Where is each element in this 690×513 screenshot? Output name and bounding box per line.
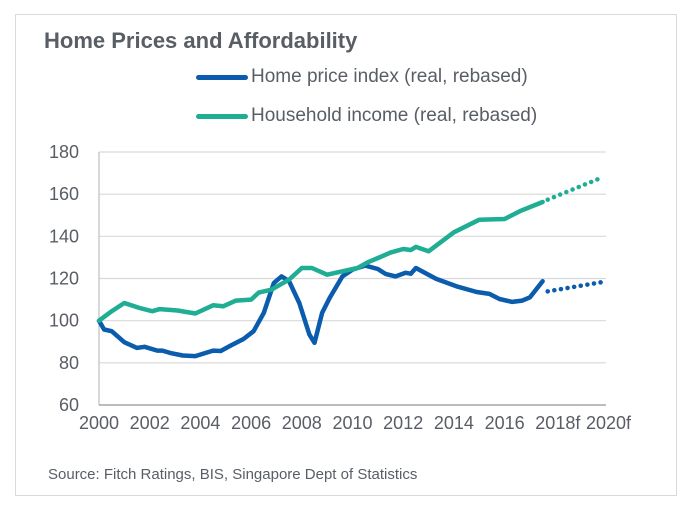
forecast-line-home-price — [545, 280, 604, 294]
y-tick-label: 120 — [49, 269, 79, 289]
series-line-home-price — [96, 263, 545, 359]
y-tick-label: 160 — [49, 184, 79, 204]
legend-swatch-household-income — [196, 113, 248, 119]
x-tick-label: 2002 — [130, 413, 170, 433]
legend-label-household-income: Household income (real, rebased) — [251, 105, 538, 126]
legend-swatch-home-price — [196, 74, 248, 80]
x-tick-label: 2012 — [383, 413, 423, 433]
series-line-household-income — [96, 199, 545, 323]
legend-item-home-price: Home price index (real, rebased) — [196, 66, 528, 88]
y-tick-label: 180 — [49, 142, 79, 162]
x-tick-label: 2008 — [282, 413, 322, 433]
source-note: Source: Fitch Ratings, BIS, Singapore De… — [48, 466, 418, 483]
y-tick-label: 80 — [59, 353, 79, 373]
x-tick-label: 2004 — [180, 413, 220, 433]
forecast-line-household-income — [545, 175, 604, 202]
x-tick-label: 2016 — [485, 413, 525, 433]
y-tick-label: 100 — [49, 311, 79, 331]
y-tick-label: 140 — [49, 226, 79, 246]
chart-frame — [15, 14, 677, 496]
chart-title: Home Prices and Affordability — [44, 28, 358, 53]
x-tick-label: 2010 — [332, 413, 372, 433]
x-tick-label: 2020f — [586, 413, 632, 433]
x-tick-label: 2014 — [434, 413, 474, 433]
x-tick-label: 2000 — [79, 413, 119, 433]
x-tick-label: 2018f — [535, 413, 581, 433]
x-tick-label: 2006 — [231, 413, 271, 433]
y-tick-label: 60 — [59, 395, 79, 415]
legend-label-home-price: Home price index (real, rebased) — [251, 66, 528, 87]
legend-item-household-income: Household income (real, rebased) — [196, 105, 537, 127]
